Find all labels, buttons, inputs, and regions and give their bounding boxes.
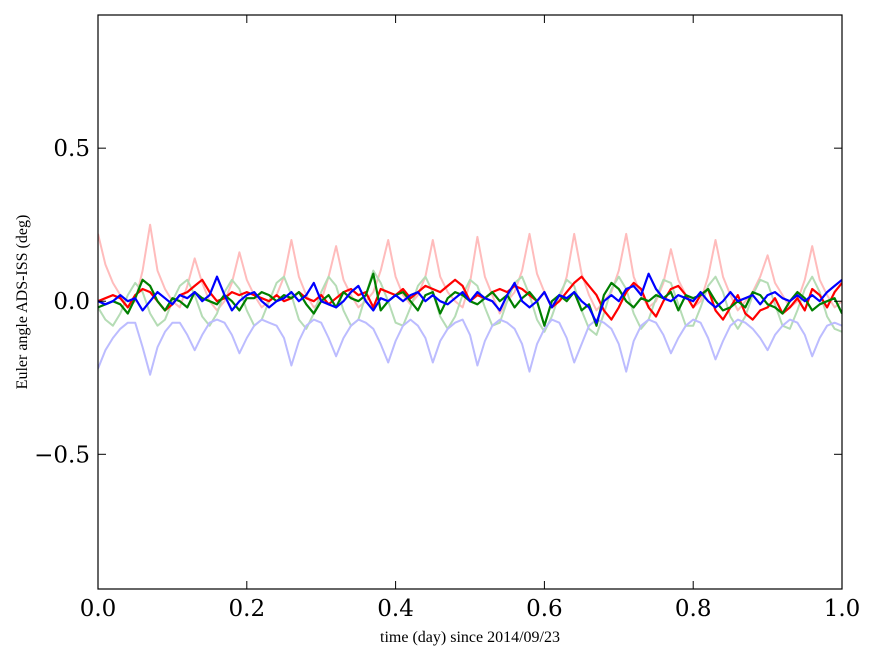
series-layer — [98, 223, 842, 376]
x-tick-label: 0.2 — [229, 596, 266, 622]
series-line-light-red — [98, 223, 842, 315]
x-tick-label: 0.6 — [526, 596, 563, 622]
plot-frame — [97, 14, 843, 590]
y-axis-label: Euler angle ADS-ISS (deg) — [14, 215, 31, 390]
ticks-layer: 0.0 0.2 0.4 0.6 0.8 1.0 −0.5 0.0 0.5 — [34, 15, 860, 622]
series-line-blue — [98, 272, 842, 324]
y-tick-label: 0.5 — [53, 136, 90, 162]
x-tick-label: 0.0 — [80, 596, 117, 622]
x-tick-label: 1.0 — [824, 596, 861, 622]
y-tick-label: −0.5 — [34, 442, 90, 468]
y-tick-label: 0.0 — [53, 289, 90, 315]
x-axis-label: time (day) since 2014/09/23 — [380, 629, 560, 646]
series-line-light-blue — [98, 318, 842, 376]
x-tick-label: 0.8 — [675, 596, 712, 622]
x-tick-label: 0.4 — [377, 596, 414, 622]
